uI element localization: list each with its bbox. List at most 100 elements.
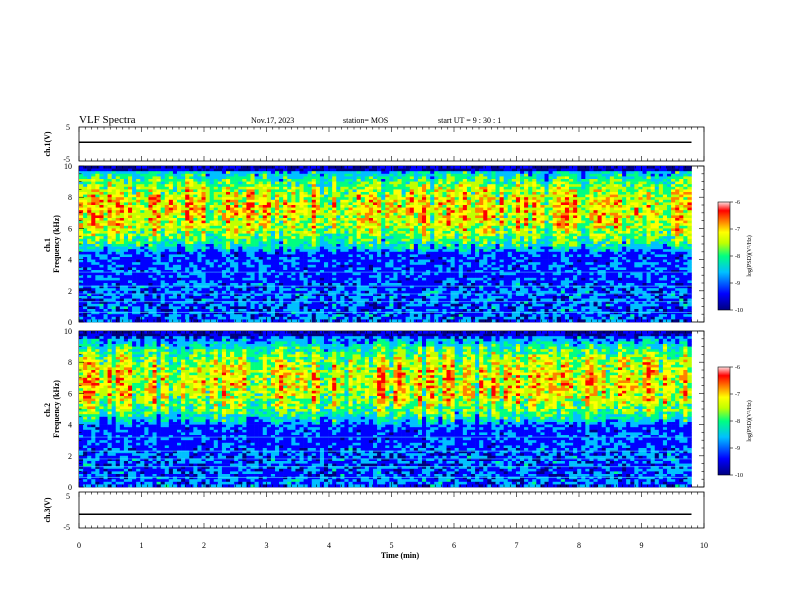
spectrogram-cell xyxy=(512,189,516,192)
spectrogram-cell xyxy=(557,195,561,198)
spectrogram-cell xyxy=(316,192,320,195)
spectrogram-cell xyxy=(671,179,675,182)
spectrogram-cell xyxy=(283,189,287,192)
spectrogram-cell xyxy=(83,189,87,192)
spectrogram-cell xyxy=(83,197,87,200)
spectrogram-cell xyxy=(483,192,487,195)
spectrogram-cell xyxy=(459,195,463,198)
spectrogram-cell xyxy=(128,169,132,172)
station-label: station= MOS xyxy=(343,116,388,125)
spectrogram-cell xyxy=(242,197,246,200)
spectrogram-cell xyxy=(581,184,585,187)
spectrogram-cell xyxy=(418,195,422,198)
spectrogram-cell xyxy=(246,182,250,185)
spectrogram-cell xyxy=(230,182,234,185)
spectrogram-cell xyxy=(573,197,577,200)
spectrogram-cell xyxy=(434,182,438,185)
spectrogram-cell xyxy=(573,184,577,187)
spectrogram-cell xyxy=(165,166,169,169)
spectrogram-cell xyxy=(181,179,185,182)
spectrogram-cell xyxy=(569,169,573,172)
spectrogram-cell xyxy=(487,166,491,169)
spectrogram-cell xyxy=(328,171,332,174)
spectrogram-cell xyxy=(557,197,561,200)
spectrogram-cell xyxy=(349,187,353,190)
spectrogram-cell xyxy=(263,182,267,185)
spectrogram-cell xyxy=(643,179,647,182)
spectrogram-cell xyxy=(430,184,434,187)
spectrogram-cell xyxy=(157,179,161,182)
spectrogram-cell xyxy=(332,189,336,192)
spectrogram-cell xyxy=(83,174,87,177)
spectrogram-cell xyxy=(512,182,516,185)
spectrogram-cell xyxy=(177,176,181,179)
spectrogram-cell xyxy=(667,169,671,172)
spectrogram-cell xyxy=(332,182,336,185)
spectrogram-cell xyxy=(500,169,504,172)
spectrogram-cell xyxy=(647,174,651,177)
spectrogram-cell xyxy=(565,176,569,179)
spectrogram-cell xyxy=(406,189,410,192)
spectrogram-cell xyxy=(426,197,430,200)
spectrogram-cell xyxy=(569,187,573,190)
spectrogram-cell xyxy=(87,195,91,198)
spectrogram-cell xyxy=(393,171,397,174)
spectrogram-cell xyxy=(218,174,222,177)
spectrogram-cell xyxy=(91,184,95,187)
spectrogram-cell xyxy=(136,171,140,174)
ch1-ytick-top: 5 xyxy=(66,123,70,132)
spectrogram-cell xyxy=(259,195,263,198)
spectrogram-cell xyxy=(585,179,589,182)
spectrogram-cell xyxy=(99,187,103,190)
spectrogram-cell xyxy=(528,195,532,198)
spectrogram-cell xyxy=(79,182,83,185)
spectrogram-cell xyxy=(136,182,140,185)
spectrogram-cell xyxy=(177,184,181,187)
spectrogram-cell xyxy=(271,176,275,179)
spectrogram-cell xyxy=(553,195,557,198)
spectrogram-cell xyxy=(132,189,136,192)
spectrogram-cell xyxy=(414,182,418,185)
spectrogram-cell xyxy=(385,195,389,198)
spectrogram-cell xyxy=(655,171,659,174)
spectrogram-cell xyxy=(193,189,197,192)
spectrogram-cell xyxy=(112,189,116,192)
spectrogram-cell xyxy=(467,189,471,192)
spectrogram-cell xyxy=(193,169,197,172)
spectrogram-cell xyxy=(242,169,246,172)
spectrogram-cell xyxy=(259,171,263,174)
spectrogram-cell xyxy=(577,189,581,192)
spectrogram-cell xyxy=(124,195,128,198)
spectrogram-cell xyxy=(638,174,642,177)
spectrogram-cell xyxy=(442,174,446,177)
spectrogram-cell xyxy=(377,176,381,179)
spectrogram-cell xyxy=(328,179,332,182)
spectrogram-cell xyxy=(365,195,369,198)
spectrogram-cell xyxy=(173,166,177,169)
spectrogram-cell xyxy=(536,169,540,172)
spectrogram-cell xyxy=(659,189,663,192)
spectrogram-cell xyxy=(344,195,348,198)
spectrogram-cell xyxy=(402,197,406,200)
spectrogram-cell xyxy=(479,179,483,182)
spectrogram-cell xyxy=(263,189,267,192)
spectrogram-cell xyxy=(132,169,136,172)
spectrogram-cell xyxy=(230,174,234,177)
ch1-spectrogram-image xyxy=(79,166,692,322)
spectrogram-cell xyxy=(320,179,324,182)
spectrogram-cell xyxy=(357,192,361,195)
spectrogram-cell xyxy=(442,166,446,169)
spectrogram-cell xyxy=(671,192,675,195)
vlf-figure: VLF Spectra Nov.17, 2023 station= MOS st… xyxy=(0,0,792,612)
spectrogram-cell xyxy=(671,169,675,172)
spectrogram-cell xyxy=(87,179,91,182)
spectrogram-cell xyxy=(459,197,463,200)
spectrogram-cell xyxy=(304,195,308,198)
spectrogram-cell xyxy=(622,184,626,187)
spectrogram-cell xyxy=(532,197,536,200)
spectrogram-cell xyxy=(112,166,116,169)
spectrogram-cell xyxy=(532,169,536,172)
spectrogram-cell xyxy=(193,182,197,185)
spectrogram-cell xyxy=(210,171,214,174)
spectrogram-cell xyxy=(99,166,103,169)
